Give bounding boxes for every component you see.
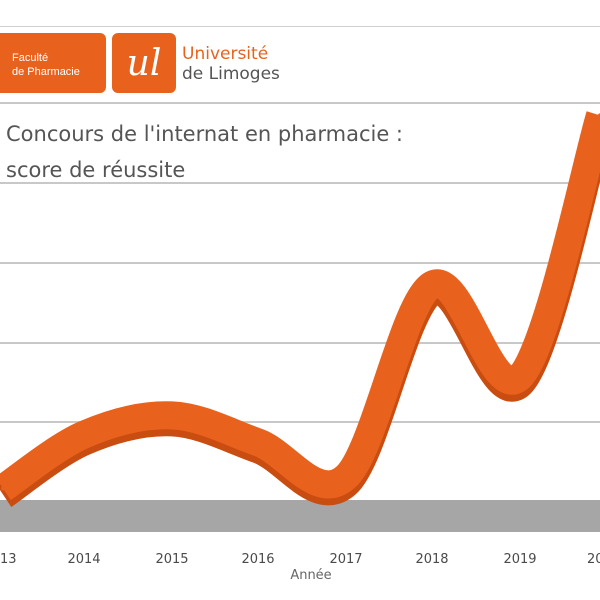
data-point-2016 <box>256 440 260 445</box>
x-tick-label: 2014 <box>67 552 100 567</box>
chart-title-line2: score de réussite <box>6 158 186 182</box>
x-tick-label: 13 <box>0 552 17 567</box>
data-point-2018 <box>430 282 434 287</box>
x-tick-label: 2019 <box>503 552 536 567</box>
x-tick-label: 2017 <box>329 552 362 567</box>
university-name-line1: Université <box>182 44 269 64</box>
svg-text:ul: ul <box>127 43 162 84</box>
x-tick-labels: 13 2014 2015 2016 2017 2018 2019 20 <box>0 552 600 567</box>
data-point-2019 <box>518 374 522 379</box>
header-divider <box>0 26 600 27</box>
chart-title: Concours de l'internat en pharmacie : sc… <box>6 116 486 188</box>
faculty-logo-line1: Faculté <box>12 52 49 64</box>
ul-monogram-icon: ul <box>127 43 162 84</box>
series-ribbon <box>0 111 600 507</box>
data-point-2017 <box>344 474 348 479</box>
university-name: Université de Limoges <box>182 44 280 84</box>
chart-floor <box>0 500 600 532</box>
data-points <box>1 113 600 491</box>
data-point-2014 <box>82 432 86 437</box>
x-axis-label: Année <box>290 568 331 583</box>
faculty-logo: Faculté de Pharmacie <box>0 33 106 93</box>
data-point-2015 <box>170 413 174 418</box>
university-monogram-logo: ul <box>112 33 176 93</box>
x-tick-label: 2018 <box>415 552 448 567</box>
series-line <box>0 111 600 501</box>
university-name-line2: de Limoges <box>182 64 280 84</box>
x-tick-label: 20 <box>587 552 600 567</box>
data-point-2013 <box>1 486 5 491</box>
faculty-logo-line2: de Pharmacie <box>12 66 80 78</box>
x-tick-label: 2016 <box>241 552 274 567</box>
x-tick-label: 2015 <box>155 552 188 567</box>
chart-title-line1: Concours de l'internat en pharmacie : <box>6 122 404 146</box>
